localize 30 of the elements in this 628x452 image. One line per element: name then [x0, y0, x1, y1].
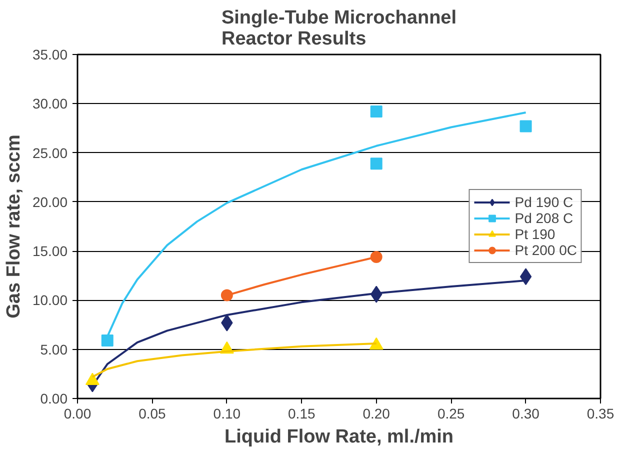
legend-label: Pt 200 0C [514, 242, 577, 258]
y-tick-label: 25.00 [32, 144, 68, 161]
y-tick-label: 20.00 [32, 194, 68, 210]
legend-label: Pd 208 C [514, 210, 574, 226]
point [370, 250, 382, 263]
x-tick-label: 0.10 [213, 406, 241, 422]
point [520, 268, 532, 286]
point [520, 120, 532, 132]
y-tick-label: 0.00 [40, 390, 68, 406]
point [101, 334, 114, 347]
legend-label: Pt 190 [514, 226, 556, 242]
x-tick-label: 0.15 [288, 406, 316, 422]
y-tick-label: 15.00 [32, 243, 68, 260]
y-tick-label: 10.00 [32, 292, 68, 308]
y-tick-label: 30.00 [32, 96, 68, 112]
point [370, 106, 382, 118]
y-tick-label: 35.00 [32, 46, 68, 62]
x-tick-label: 0.30 [512, 406, 540, 422]
x-tick-label: 0.05 [138, 406, 166, 422]
y-axis-title: Gas Flow rate, sccm [3, 134, 24, 318]
y-tick-label: 5.00 [40, 341, 68, 358]
x-axis-title: Liquid Flow Rate, ml./min [224, 426, 454, 448]
x-tick-label: 0.20 [362, 406, 390, 422]
x-tick-label: 0.00 [64, 406, 92, 422]
point [370, 158, 382, 170]
point [220, 289, 233, 302]
x-tick-label: 0.25 [437, 406, 465, 422]
x-tick-label: 0.35 [586, 406, 614, 422]
chart-title: Single-Tube Microchannel Reactor Results [221, 8, 457, 50]
legend-label: Pd 190 C [514, 194, 574, 210]
